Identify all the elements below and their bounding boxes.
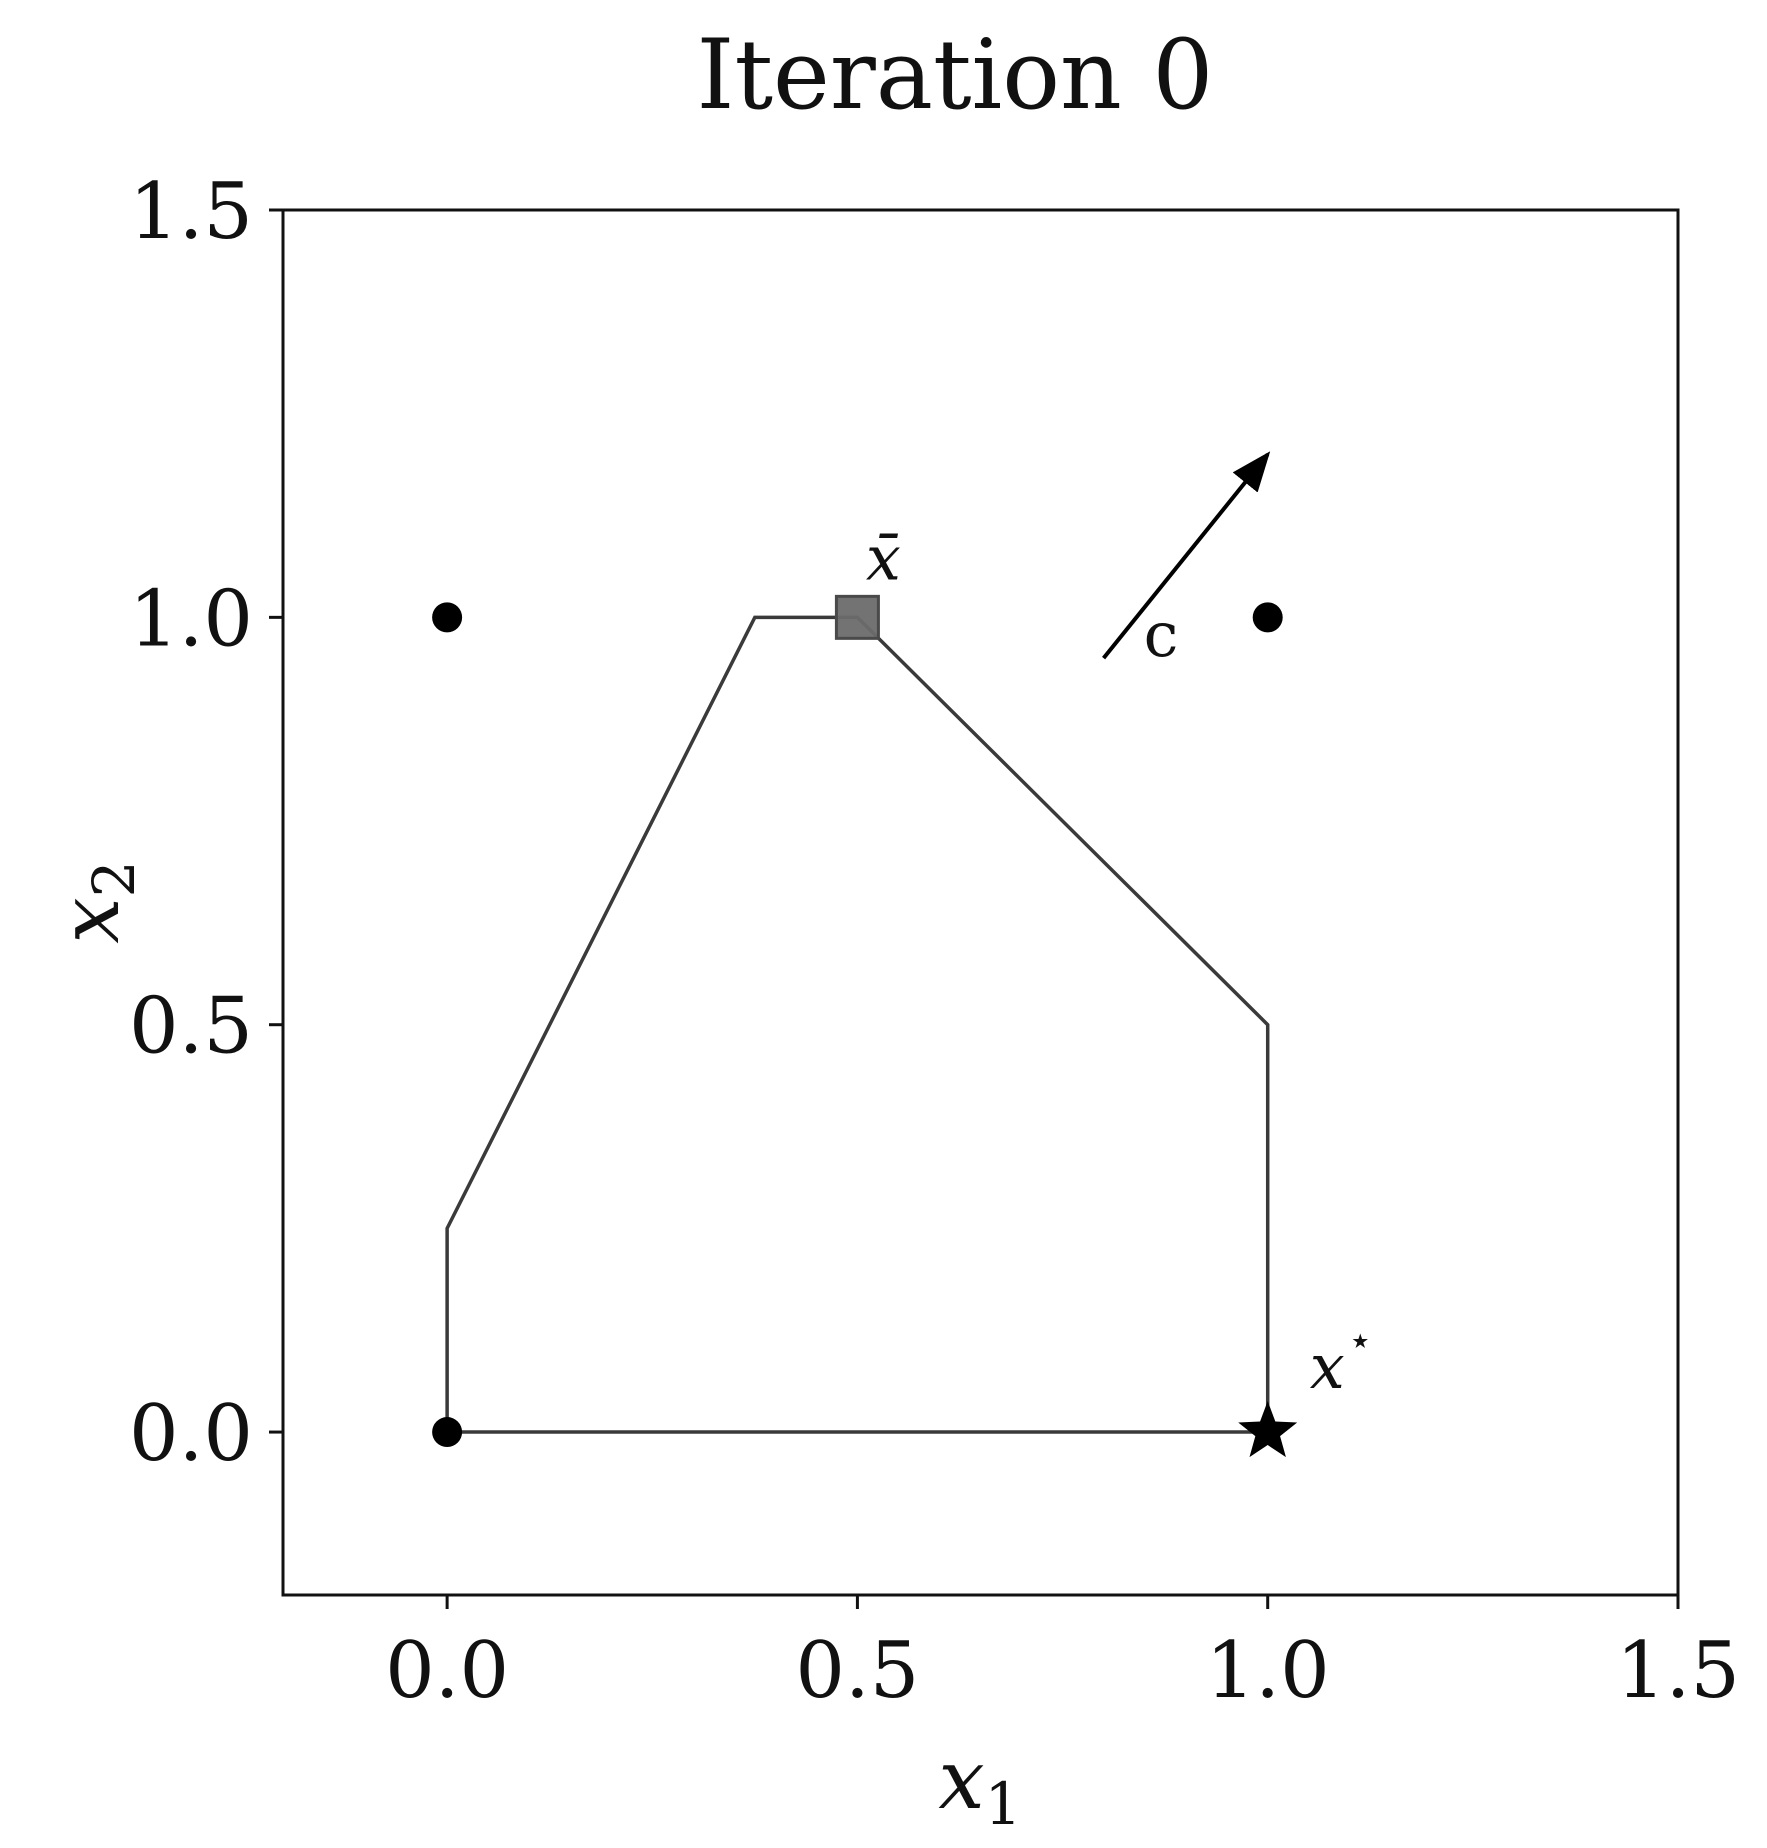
chart-title: Iteration 0 <box>697 19 1214 131</box>
axes-frame <box>281 208 1680 1597</box>
x-axis-label-sub: 1 <box>985 1770 1022 1838</box>
y-ticks: 0.0 0.5 1.0 1.5 <box>129 167 283 1479</box>
x-axis-label: x1 <box>938 1733 1021 1838</box>
integer-point-1 <box>1252 602 1283 633</box>
xstar-label: x <box>1310 1330 1345 1403</box>
cost-vector-arrow <box>1102 451 1271 660</box>
x-axis-label-base: x <box>938 1733 984 1828</box>
x-tick-label-1: 0.5 <box>795 1626 919 1716</box>
optimal-point-star <box>1238 1401 1298 1458</box>
xbar-label: x̄ <box>866 521 901 594</box>
y-tick-label-1: 0.5 <box>129 982 253 1072</box>
x-ticks: 0.0 0.5 1.0 1.5 <box>385 1595 1740 1716</box>
integer-point-2 <box>432 1417 463 1448</box>
plot-area: 0.0 0.5 1.0 1.5 0.0 0.5 1.0 1.5 x̄ x ⋆ c <box>129 167 1740 1716</box>
y-tick-label-0: 0.0 <box>129 1389 253 1479</box>
cost-vector-label: c <box>1144 598 1179 671</box>
series-layer: x̄ x ⋆ c <box>432 451 1373 1458</box>
x-tick-label-3: 1.5 <box>1616 1626 1740 1716</box>
y-tick-label-2: 1.0 <box>129 574 253 664</box>
xbar-marker <box>834 594 880 640</box>
y-axis-label-base: x <box>43 897 138 943</box>
integer-point-0 <box>432 602 463 633</box>
y-tick-label-3: 1.5 <box>129 167 253 257</box>
x-tick-label-0: 0.0 <box>385 1626 509 1716</box>
x-tick-label-2: 1.0 <box>1206 1626 1330 1716</box>
xstar-label-sup: ⋆ <box>1348 1318 1373 1364</box>
y-axis-label: x2 <box>43 860 148 943</box>
y-axis-label-sub: 2 <box>80 860 148 897</box>
